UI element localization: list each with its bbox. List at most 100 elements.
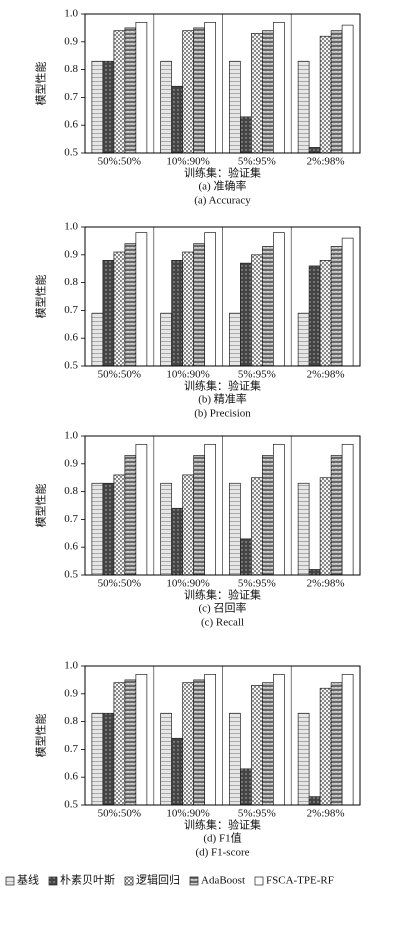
bar: [135, 443, 148, 576]
y-tick-label: 0.8: [64, 485, 78, 497]
bar: [102, 482, 115, 576]
bar: [160, 312, 172, 367]
y-tick-label: 0.5: [64, 147, 78, 159]
y-tick-label: 0.9: [64, 35, 78, 47]
y-axis-label: 模型性能: [34, 714, 48, 758]
bar: [297, 712, 310, 806]
y-tick-label: 0.7: [64, 304, 78, 316]
bar: [240, 262, 252, 367]
caption: (a) 准确率: [199, 179, 247, 193]
y-tick-label: 0.6: [64, 771, 78, 783]
bar: [171, 737, 183, 806]
x-axis-label: 训练集：验证集: [184, 588, 261, 602]
bar: [262, 682, 274, 806]
y-tick-label: 0.5: [64, 799, 78, 811]
bar: [193, 27, 205, 154]
bar: [229, 60, 241, 154]
bar: [319, 35, 332, 154]
x-tick-label: 10%:90%: [166, 808, 209, 820]
legend-label: 朴素贝叶斯: [60, 873, 115, 887]
y-tick-label: 0.8: [64, 715, 78, 727]
legend-swatch: [254, 876, 264, 886]
x-axis-label: 训练集：验证集: [184, 818, 261, 832]
bar: [251, 33, 263, 154]
bar: [297, 482, 310, 576]
y-tick-label: 0.7: [64, 743, 78, 755]
x-tick-label: 5%:95%: [238, 156, 276, 168]
bar: [240, 768, 252, 806]
y-axis-label: 模型性能: [34, 62, 48, 106]
y-tick-label: 1.0: [64, 660, 78, 672]
y-tick-label: 0.6: [64, 119, 78, 131]
legend: 基线 朴素贝叶斯 逻辑回归 AdaBoost FSCA-TPE-RF: [5, 873, 334, 887]
plot-frame: [84, 665, 361, 806]
bar: [297, 60, 310, 154]
bar: [182, 474, 194, 576]
bar: [193, 455, 205, 576]
y-tick-label: 1.0: [64, 8, 78, 20]
x-tick-label: 10%:90%: [166, 369, 209, 381]
bar: [124, 243, 137, 367]
bar: [240, 538, 252, 576]
bar: [193, 679, 205, 806]
bar: [204, 232, 216, 367]
bar: [319, 687, 332, 806]
x-tick-label: 10%:90%: [166, 156, 209, 168]
y-tick-label: 0.5: [64, 569, 78, 581]
caption-en: (a) Accuracy: [194, 195, 251, 207]
bar: [251, 254, 263, 367]
y-tick-label: 1.0: [64, 430, 78, 442]
bar: [182, 682, 194, 806]
bar: [135, 21, 148, 154]
x-tick-label: 5%:95%: [238, 369, 276, 381]
bar: [102, 60, 115, 154]
x-tick-label: 50%:50%: [98, 578, 141, 590]
y-tick-label: 0.9: [64, 248, 78, 260]
bar: [182, 30, 194, 154]
y-axis-label: 模型性能: [34, 484, 48, 528]
bar: [229, 712, 241, 806]
caption-en: (c) Recall: [201, 617, 244, 629]
bar: [113, 474, 126, 576]
legend-label: 基线: [17, 873, 39, 887]
bar: [193, 243, 205, 367]
bar: [330, 246, 343, 367]
bar: [160, 482, 172, 576]
legend-label: FSCA-TPE-RF: [266, 875, 334, 887]
bar: [341, 237, 354, 367]
caption: (c) 召回率: [199, 601, 247, 615]
bar: [273, 443, 285, 576]
caption-en: (d) F1-score: [195, 847, 249, 859]
y-tick-label: 0.8: [64, 63, 78, 75]
bar: [262, 30, 274, 154]
legend-label: AdaBoost: [201, 875, 245, 887]
x-tick-label: 2%:98%: [307, 578, 345, 590]
x-tick-label: 2%:98%: [307, 156, 345, 168]
bar: [204, 443, 216, 576]
bar: [204, 673, 216, 806]
y-tick-label: 0.7: [64, 91, 78, 103]
bar: [124, 27, 137, 154]
plot-frame: [84, 13, 361, 154]
bar: [273, 673, 285, 806]
bar: [160, 712, 172, 806]
bar: [91, 312, 104, 367]
caption: (b) 精准率: [198, 392, 247, 406]
bar: [113, 682, 126, 806]
bar: [308, 796, 321, 806]
x-axis-label: 训练集：验证集: [184, 379, 261, 393]
bar: [135, 232, 148, 367]
bar: [319, 477, 332, 576]
bar: [91, 482, 104, 576]
bar: [251, 685, 263, 806]
y-tick-label: 0.9: [64, 687, 78, 699]
bar: [171, 507, 183, 576]
bar: [160, 60, 172, 154]
bar: [204, 21, 216, 154]
bar: [308, 147, 321, 154]
y-tick-label: 0.7: [64, 513, 78, 525]
plot-frame: [84, 226, 361, 367]
legend-swatch: [189, 876, 199, 886]
bar: [124, 679, 137, 806]
x-tick-label: 50%:50%: [98, 808, 141, 820]
